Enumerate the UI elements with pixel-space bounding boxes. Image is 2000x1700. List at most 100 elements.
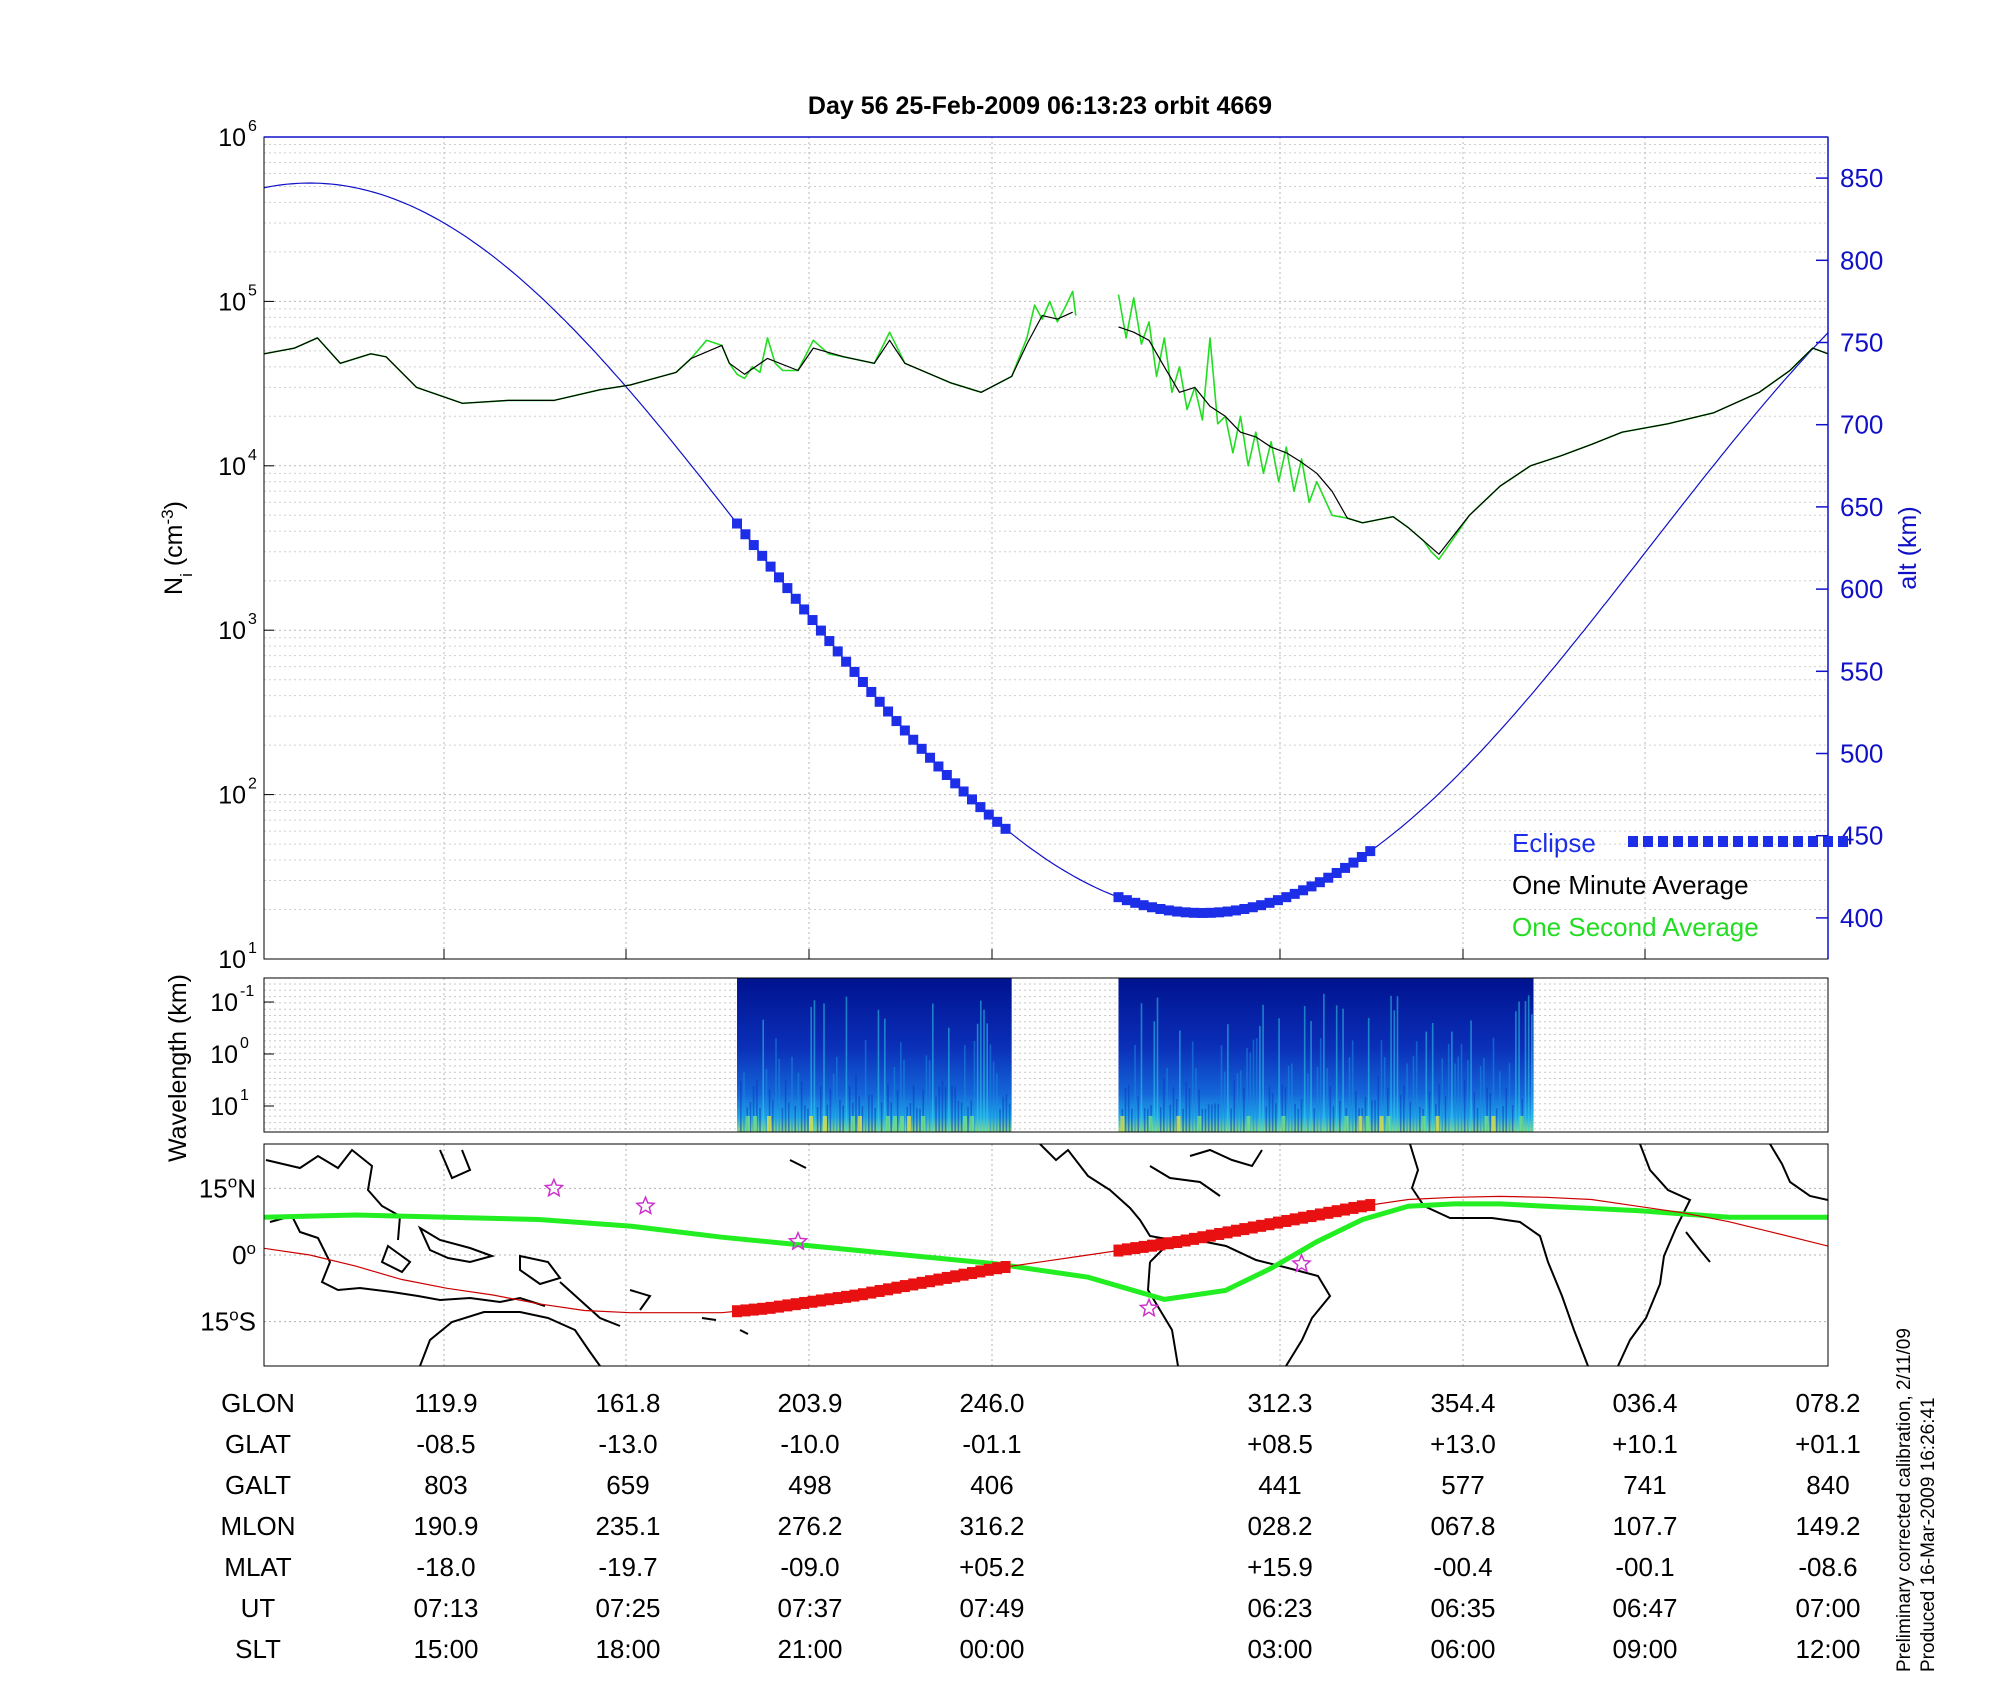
spectrogram-streak xyxy=(1428,1090,1431,1132)
spectrogram-streak xyxy=(797,1072,800,1132)
ground-track-eclipse-marker xyxy=(1222,1226,1233,1239)
table-cell: 354.4 xyxy=(1430,1388,1495,1418)
legend-eclipse-marker xyxy=(1778,836,1788,847)
spectrogram-streak xyxy=(1319,1038,1322,1132)
one-minute-density-series xyxy=(264,311,1828,555)
spectrogram-y-tick-label: 10 xyxy=(210,1093,238,1121)
map-latitude-ticks: 15oN 0o 15oS xyxy=(199,1172,256,1336)
table-cell: 498 xyxy=(788,1470,831,1500)
spectrogram-streak xyxy=(884,1018,886,1132)
eclipse-marker xyxy=(1348,857,1359,868)
ground-track-eclipse-marker xyxy=(1272,1216,1283,1229)
spectrogram-y-tick-label: 10 xyxy=(210,989,238,1017)
spectrogram-hot xyxy=(1176,1116,1181,1132)
eclipse-marker xyxy=(1256,900,1267,911)
ground-track-eclipse-marker xyxy=(1000,1260,1011,1273)
spectrogram-streak xyxy=(951,1085,953,1132)
spectrogram-hot xyxy=(858,1116,863,1132)
spectrogram-streak xyxy=(992,1061,995,1132)
spectrogram-streak xyxy=(1191,1041,1194,1132)
spectrogram-streak xyxy=(1211,1104,1213,1132)
ground-track-eclipse-marker xyxy=(799,1296,810,1309)
eclipse-marker xyxy=(925,752,936,763)
table-row-label: MLON xyxy=(220,1511,295,1541)
spectrogram-streak xyxy=(1198,1089,1200,1132)
map-lat-tick-label: 15oS xyxy=(200,1306,256,1337)
ground-track-eclipse-marker xyxy=(1205,1229,1216,1242)
spectrogram-streak xyxy=(759,1108,761,1132)
spectrogram-hot xyxy=(1344,1116,1349,1132)
spectrogram-streak xyxy=(938,1086,941,1132)
spectrogram-streak xyxy=(957,1100,960,1132)
spectrogram-streak xyxy=(1364,1097,1367,1132)
table-cell: 07:37 xyxy=(777,1593,842,1623)
spectrogram-hot xyxy=(970,1116,975,1132)
spectrogram-streak xyxy=(1005,1094,1008,1132)
spectrogram-streak xyxy=(855,1074,857,1132)
spectrogram-streak xyxy=(1287,1065,1290,1132)
legend-eclipse-swatch xyxy=(1628,836,1848,847)
eclipse-marker xyxy=(1247,902,1258,913)
legend-eclipse-marker xyxy=(1703,836,1713,847)
ground-track-eclipse-marker xyxy=(1239,1223,1250,1236)
spectrogram-streak xyxy=(1425,1031,1428,1132)
spectrogram-streak xyxy=(1374,1100,1376,1132)
eclipse-marker xyxy=(1356,851,1367,862)
eclipse-marker xyxy=(1272,895,1283,906)
ground-track-eclipse-marker xyxy=(1172,1236,1183,1249)
spectrogram-streak xyxy=(912,1085,915,1132)
spectrogram-streak xyxy=(1134,1044,1136,1132)
legend-eclipse-marker xyxy=(1763,836,1773,847)
spectrogram-streak xyxy=(1169,1104,1172,1132)
spectrogram-streak xyxy=(1252,1039,1255,1132)
spectrogram-streak xyxy=(1339,1100,1341,1132)
legend-eclipse-label: Eclipse xyxy=(1512,828,1596,858)
eclipse-marker xyxy=(1306,881,1317,892)
spectrogram-streak xyxy=(820,1086,822,1132)
ground-track-eclipse-marker xyxy=(1264,1218,1275,1231)
density-y-tick-label: 10 xyxy=(218,124,246,152)
ground-track-eclipse-marker xyxy=(1365,1199,1376,1212)
table-cell: 067.8 xyxy=(1430,1511,1495,1541)
eclipse-marker xyxy=(1130,897,1141,908)
spectrogram-streak xyxy=(768,1089,771,1132)
spectrogram-streak xyxy=(1201,1108,1204,1132)
spectrogram-streak xyxy=(983,1009,985,1132)
spectrogram-streak xyxy=(1127,1084,1130,1132)
legend-eclipse-marker xyxy=(1688,836,1698,847)
eclipse-marker xyxy=(1314,877,1325,888)
side-note: Preliminary corrected calibration, 2/11/… xyxy=(1894,1328,1939,1672)
spectrogram-streak xyxy=(1380,1040,1383,1132)
altitude-tick-label: 400 xyxy=(1840,903,1883,933)
spectrogram-streak xyxy=(791,1056,793,1132)
density-y-label: Ni (cm-3) xyxy=(158,501,196,595)
density-y-tick-exponent: 2 xyxy=(248,776,257,793)
ground-track-eclipse-marker xyxy=(1289,1213,1300,1226)
eclipse-marker xyxy=(732,518,743,529)
spectrogram-streak xyxy=(1454,1063,1456,1132)
spectrogram-streak xyxy=(765,1068,768,1132)
spectrogram-streak xyxy=(1470,1020,1472,1132)
altitude-tick-label: 600 xyxy=(1840,574,1883,604)
spectrogram-streak xyxy=(823,1003,825,1132)
table-cell: 00:00 xyxy=(959,1634,1024,1664)
spectrogram-streak xyxy=(903,1059,905,1132)
spectrogram-streak xyxy=(1396,996,1399,1132)
table-cell: 741 xyxy=(1623,1470,1666,1500)
spectrogram-streak xyxy=(1419,1106,1421,1132)
ground-track-eclipse-marker xyxy=(966,1267,977,1280)
spectrogram-streak xyxy=(1156,997,1159,1132)
spectrogram-streak xyxy=(1246,1048,1248,1132)
spectrogram-streak xyxy=(749,1102,752,1132)
spectrogram-streak xyxy=(1140,1003,1143,1132)
spectrogram-streak xyxy=(845,996,848,1132)
ground-track-eclipse-marker xyxy=(1306,1210,1317,1223)
spectrogram-streak xyxy=(954,1086,957,1132)
spectrogram-streak xyxy=(919,1108,921,1132)
spectrogram-streak xyxy=(1230,1108,1232,1132)
spectrogram-streak xyxy=(807,1108,809,1132)
spectrogram-hot xyxy=(767,1116,772,1132)
spectrogram-streak xyxy=(1268,1086,1271,1132)
spectrogram-hot xyxy=(1519,1116,1524,1132)
